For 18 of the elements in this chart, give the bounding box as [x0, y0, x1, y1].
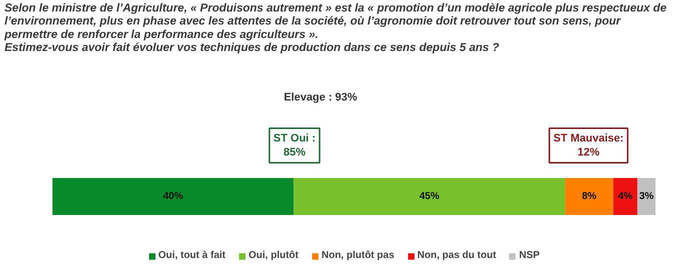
data-label: 8% — [582, 191, 597, 202]
data-label: 45% — [419, 191, 440, 202]
text: ST Mauvaise: 12% — [553, 132, 624, 159]
legend-label: Oui, plutôt — [248, 250, 298, 261]
legend-label: Oui, tout à fait — [158, 250, 226, 261]
data-label: 4% — [618, 191, 633, 202]
bar — [294, 178, 566, 215]
chart-title: Selon le ministre de l’Agriculture, « Produisons autrement » est la « promotion d’un modèle agricole plus respectueux de l’environnement, plus en phase avec les attentes de la société, où l’agronomie doit retrouver tout son sens, pour permettre de renforcer la performance des agriculteurs ». Estimez-vous avoir fait évoluer vos techniques de production dans ce sens depuis 5 ans ? — [4, 2, 668, 54]
bar — [565, 178, 614, 215]
text: ST Oui : 85% — [273, 132, 316, 159]
data-label: 3% — [639, 191, 654, 202]
text: Elevage : 93% — [284, 92, 358, 104]
bar — [613, 178, 638, 215]
legend-label: NSP — [519, 250, 540, 261]
legend-label: Non, pas du tout — [417, 250, 496, 261]
bar — [52, 178, 294, 215]
legend-label: Non, plutôt pas — [321, 250, 394, 261]
data-label: 40% — [163, 191, 184, 202]
